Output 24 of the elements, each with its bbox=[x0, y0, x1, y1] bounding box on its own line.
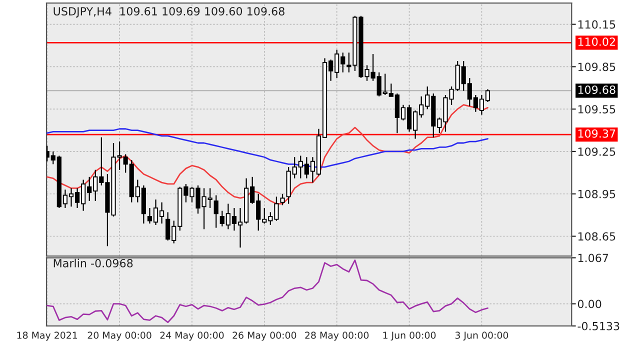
y-tick-label: 109.55 bbox=[578, 105, 616, 114]
x-tick-label: 26 May 00:00 bbox=[232, 332, 296, 341]
y-tick-label: 109.85 bbox=[578, 62, 616, 72]
y-tick-label: 0.00 bbox=[578, 300, 602, 308]
y-tick-label: 109.25 bbox=[578, 147, 616, 156]
chart-title: USDJPY,H4 109.61 109.69 109.60 109.68 bbox=[54, 7, 284, 18]
chart-title: Marlin -0.0968 bbox=[54, 258, 133, 268]
y-tick-label: 1.067 bbox=[578, 254, 608, 262]
y-tick-label: 110.15 bbox=[578, 20, 616, 29]
ref-line-label: 110.02 bbox=[578, 37, 615, 46]
candlestick bbox=[280, 193, 285, 206]
y-tick-label: 108.95 bbox=[578, 190, 616, 198]
x-tick-label: 28 May 00:00 bbox=[305, 332, 369, 341]
x-tick-label: 3 Jun 00:00 bbox=[455, 332, 508, 341]
ref-line-label: 109.68 bbox=[578, 86, 616, 94]
x-tick-label: 18 May 2021 bbox=[17, 332, 78, 341]
x-tick-label: 1 Jun 00:00 bbox=[383, 332, 436, 341]
candlestick bbox=[214, 194, 218, 228]
x-tick-label: 24 May 00:00 bbox=[160, 332, 224, 341]
ref-line-label: 109.37 bbox=[578, 129, 616, 138]
y-tick-label: 108.65 bbox=[578, 232, 616, 241]
line-series bbox=[46, 260, 488, 324]
x-tick-label: 20 May 00:00 bbox=[88, 332, 152, 341]
y-tick-label: -0.5133 bbox=[578, 322, 620, 330]
